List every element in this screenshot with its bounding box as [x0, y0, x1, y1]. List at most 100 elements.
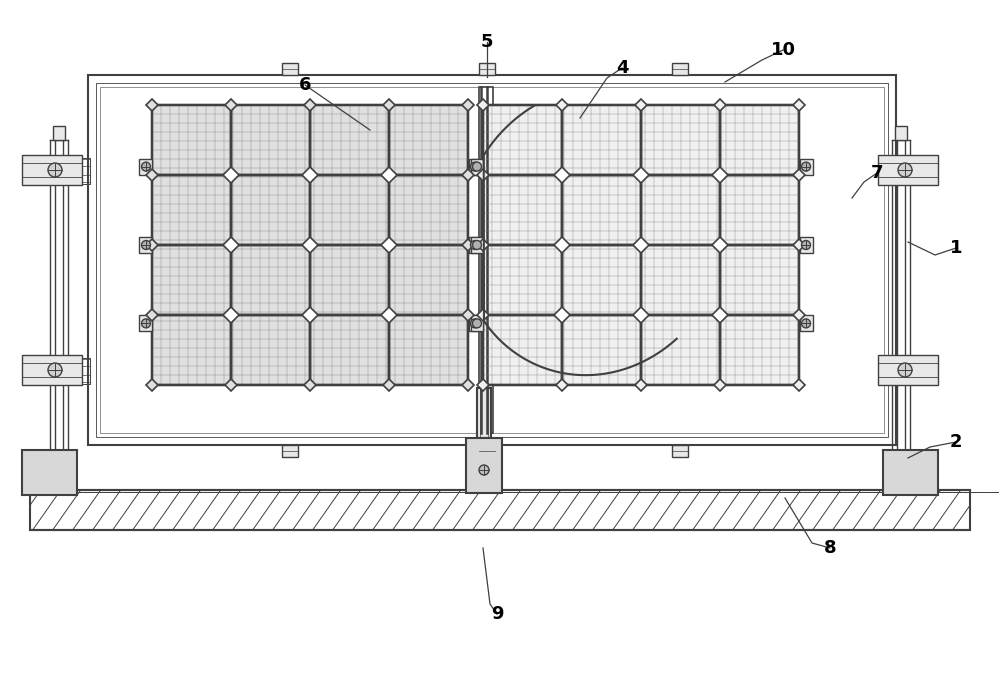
Polygon shape	[302, 237, 318, 253]
Polygon shape	[714, 379, 726, 391]
Bar	[883, 450, 938, 495]
Polygon shape	[633, 307, 649, 323]
Polygon shape	[793, 169, 805, 181]
Bar	[878, 355, 938, 385]
Polygon shape	[302, 167, 318, 183]
Circle shape	[479, 465, 489, 475]
Bar	[800, 237, 813, 253]
Bar	[100, 87, 884, 433]
Polygon shape	[793, 309, 805, 321]
Polygon shape	[712, 237, 728, 253]
Polygon shape	[554, 237, 570, 253]
Bar	[672, 63, 688, 75]
Circle shape	[473, 162, 482, 171]
Bar	[139, 159, 152, 174]
Text: 6: 6	[299, 76, 311, 94]
Bar	[152, 105, 468, 385]
Bar	[30, 490, 970, 530]
Bar	[88, 75, 896, 445]
Polygon shape	[635, 379, 647, 391]
Circle shape	[473, 241, 482, 249]
Bar	[469, 237, 481, 253]
Polygon shape	[477, 169, 489, 181]
Bar	[469, 159, 481, 174]
Polygon shape	[223, 307, 239, 323]
Circle shape	[802, 162, 810, 171]
Polygon shape	[554, 307, 570, 323]
Bar	[139, 316, 152, 331]
Bar	[477, 388, 491, 438]
Bar	[22, 155, 82, 185]
Polygon shape	[462, 239, 474, 251]
Bar	[53, 126, 65, 140]
Bar	[68, 158, 90, 184]
Polygon shape	[462, 169, 474, 181]
Polygon shape	[714, 99, 726, 111]
Bar	[30, 492, 970, 495]
Bar	[800, 159, 813, 174]
Circle shape	[802, 319, 810, 328]
Bar	[471, 159, 483, 174]
Polygon shape	[633, 167, 649, 183]
Polygon shape	[462, 379, 474, 391]
Text: 1: 1	[950, 239, 962, 257]
Polygon shape	[712, 167, 728, 183]
Polygon shape	[793, 379, 805, 391]
Bar	[892, 158, 896, 184]
Polygon shape	[556, 379, 568, 391]
Bar	[892, 358, 896, 384]
Polygon shape	[793, 239, 805, 251]
Text: 9: 9	[491, 605, 503, 623]
Polygon shape	[635, 99, 647, 111]
Bar	[282, 445, 298, 457]
Polygon shape	[304, 379, 316, 391]
Text: 4: 4	[616, 59, 628, 77]
Polygon shape	[383, 99, 395, 111]
Bar	[139, 237, 152, 253]
Text: 8: 8	[824, 539, 836, 557]
Bar	[483, 105, 799, 385]
Circle shape	[802, 241, 810, 249]
Circle shape	[142, 319, 150, 328]
Circle shape	[471, 241, 480, 249]
Bar	[96, 83, 888, 437]
Polygon shape	[146, 169, 158, 181]
Circle shape	[898, 363, 912, 377]
Polygon shape	[633, 237, 649, 253]
Polygon shape	[304, 99, 316, 111]
Circle shape	[471, 162, 480, 171]
Polygon shape	[477, 239, 489, 251]
Bar	[479, 63, 495, 75]
Circle shape	[898, 163, 912, 177]
Bar	[471, 237, 483, 253]
Circle shape	[48, 163, 62, 177]
Bar	[282, 63, 298, 75]
Polygon shape	[383, 379, 395, 391]
Bar	[800, 316, 813, 331]
Circle shape	[473, 319, 482, 328]
Bar	[895, 126, 907, 140]
Polygon shape	[225, 379, 237, 391]
Circle shape	[142, 241, 150, 249]
Polygon shape	[223, 167, 239, 183]
Bar	[672, 445, 688, 457]
Polygon shape	[146, 239, 158, 251]
Bar	[471, 316, 483, 331]
Polygon shape	[462, 309, 474, 321]
Bar	[479, 87, 493, 433]
Bar	[479, 445, 495, 457]
Polygon shape	[381, 167, 397, 183]
Bar	[68, 358, 90, 384]
Polygon shape	[477, 309, 489, 321]
Bar	[878, 155, 938, 185]
Text: 10: 10	[770, 41, 796, 59]
Circle shape	[142, 162, 150, 171]
Polygon shape	[793, 99, 805, 111]
Polygon shape	[302, 307, 318, 323]
Polygon shape	[146, 309, 158, 321]
Polygon shape	[381, 307, 397, 323]
Bar	[22, 355, 82, 385]
Polygon shape	[477, 379, 489, 391]
Polygon shape	[381, 237, 397, 253]
Polygon shape	[554, 167, 570, 183]
